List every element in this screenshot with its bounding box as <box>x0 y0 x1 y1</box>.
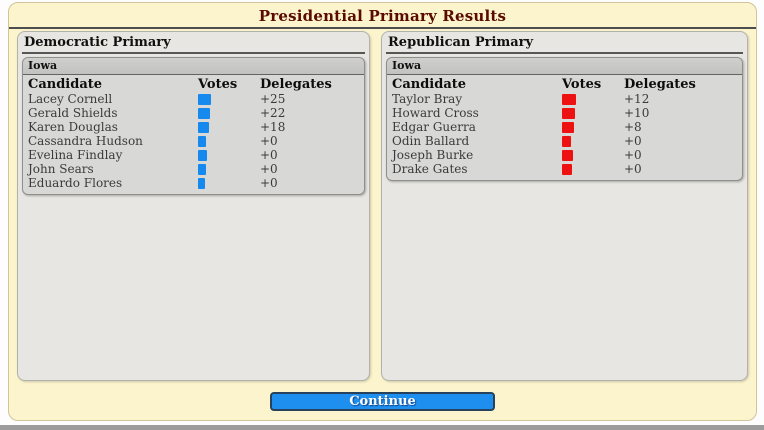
vote-bar <box>198 163 206 175</box>
candidate-name: Cassandra Hudson <box>28 134 143 148</box>
button-bar: Continue <box>17 392 748 411</box>
column-header-candidate: Candidate <box>392 76 467 92</box>
candidate-name: Gerald Shields <box>28 106 118 120</box>
vote-bar <box>198 149 207 161</box>
delegate-count: +12 <box>624 92 650 106</box>
delegate-count: +0 <box>624 134 642 148</box>
candidate-row: Karen Douglas +18 <box>26 120 361 134</box>
candidate-name: Howard Cross <box>392 106 479 120</box>
candidate-row: Gerald Shields +22 <box>26 106 361 120</box>
candidate-name: Edgar Guerra <box>392 120 476 134</box>
page-title: Presidential Primary Results <box>258 7 507 25</box>
panel-title: Democratic Primary <box>22 34 365 54</box>
table-header-row: Candidate Votes Delegates <box>26 76 361 92</box>
votes-cell <box>562 107 624 119</box>
candidate-name: John Sears <box>28 162 94 176</box>
votes-cell <box>198 149 260 161</box>
votes-cell <box>562 149 624 161</box>
candidate-row: Edgar Guerra +8 <box>390 120 739 134</box>
votes-cell <box>198 163 260 175</box>
results-window: Presidential Primary Results Democratic … <box>8 2 757 421</box>
candidate-row: Lacey Cornell +25 <box>26 92 361 106</box>
vote-bar <box>198 177 205 189</box>
candidate-row: Cassandra Hudson +0 <box>26 134 361 148</box>
vote-bar <box>198 107 210 119</box>
vote-bar <box>562 121 574 133</box>
votes-cell <box>198 107 260 119</box>
votes-cell <box>198 135 260 147</box>
title-divider <box>9 27 756 29</box>
delegate-count: +0 <box>260 134 278 148</box>
delegate-count: +10 <box>624 106 650 120</box>
candidate-row: Howard Cross +10 <box>390 106 739 120</box>
delegate-count: +18 <box>260 120 286 134</box>
votes-cell <box>198 93 260 105</box>
candidate-row: Evelina Findlay +0 <box>26 148 361 162</box>
votes-cell <box>562 135 624 147</box>
vote-bar <box>198 135 206 147</box>
state-results-box: Iowa Candidate Votes Delegates Taylor Br… <box>386 57 743 181</box>
column-header-delegates: Delegates <box>260 76 332 92</box>
vote-bar <box>562 163 572 175</box>
column-header-candidate: Candidate <box>28 76 103 92</box>
candidate-name: Joseph Burke <box>392 148 474 162</box>
delegate-count: +22 <box>260 106 286 120</box>
candidate-name: Taylor Bray <box>392 92 463 106</box>
panel-title: Republican Primary <box>386 34 743 54</box>
votes-cell <box>562 93 624 105</box>
bottom-strip <box>0 425 764 430</box>
vote-bar <box>562 149 573 161</box>
candidate-name: Lacey Cornell <box>28 92 113 106</box>
candidate-name: Eduardo Flores <box>28 176 123 190</box>
votes-cell <box>198 177 260 189</box>
state-name: Iowa <box>387 58 742 75</box>
vote-bar <box>562 135 571 147</box>
state-name: Iowa <box>23 58 364 75</box>
state-results-box: Iowa Candidate Votes Delegates Lacey Cor… <box>22 57 365 195</box>
primary-panels: Democratic Primary Iowa Candidate Votes … <box>17 31 748 381</box>
candidate-name: Evelina Findlay <box>28 148 123 162</box>
delegate-count: +0 <box>624 162 642 176</box>
vote-bar <box>562 107 575 119</box>
vote-bar <box>198 93 211 105</box>
candidate-name: Karen Douglas <box>28 120 118 134</box>
candidate-name: Odin Ballard <box>392 134 470 148</box>
continue-button[interactable]: Continue <box>270 392 495 411</box>
column-header-delegates: Delegates <box>624 76 696 92</box>
delegate-count: +0 <box>260 162 278 176</box>
column-header-votes: Votes <box>562 76 602 92</box>
votes-cell <box>198 121 260 133</box>
candidate-row: Eduardo Flores +0 <box>26 176 361 190</box>
candidate-row: Joseph Burke +0 <box>390 148 739 162</box>
delegate-count: +0 <box>260 148 278 162</box>
candidate-row: John Sears +0 <box>26 162 361 176</box>
candidate-row: Taylor Bray +12 <box>390 92 739 106</box>
delegate-count: +0 <box>624 148 642 162</box>
primary-panel: Democratic Primary Iowa Candidate Votes … <box>17 31 370 381</box>
table-header-row: Candidate Votes Delegates <box>390 76 739 92</box>
candidate-row: Odin Ballard +0 <box>390 134 739 148</box>
vote-bar <box>198 121 209 133</box>
vote-bar <box>562 93 576 105</box>
delegate-count: +25 <box>260 92 286 106</box>
primary-panel: Republican Primary Iowa Candidate Votes … <box>381 31 748 381</box>
column-header-votes: Votes <box>198 76 238 92</box>
results-table: Candidate Votes Delegates Taylor Bray +1… <box>387 75 742 180</box>
candidate-name: Drake Gates <box>392 162 468 176</box>
votes-cell <box>562 121 624 133</box>
candidate-row: Drake Gates +0 <box>390 162 739 176</box>
delegate-count: +8 <box>624 120 642 134</box>
delegate-count: +0 <box>260 176 278 190</box>
results-table: Candidate Votes Delegates Lacey Cornell … <box>23 75 364 194</box>
votes-cell <box>562 163 624 175</box>
